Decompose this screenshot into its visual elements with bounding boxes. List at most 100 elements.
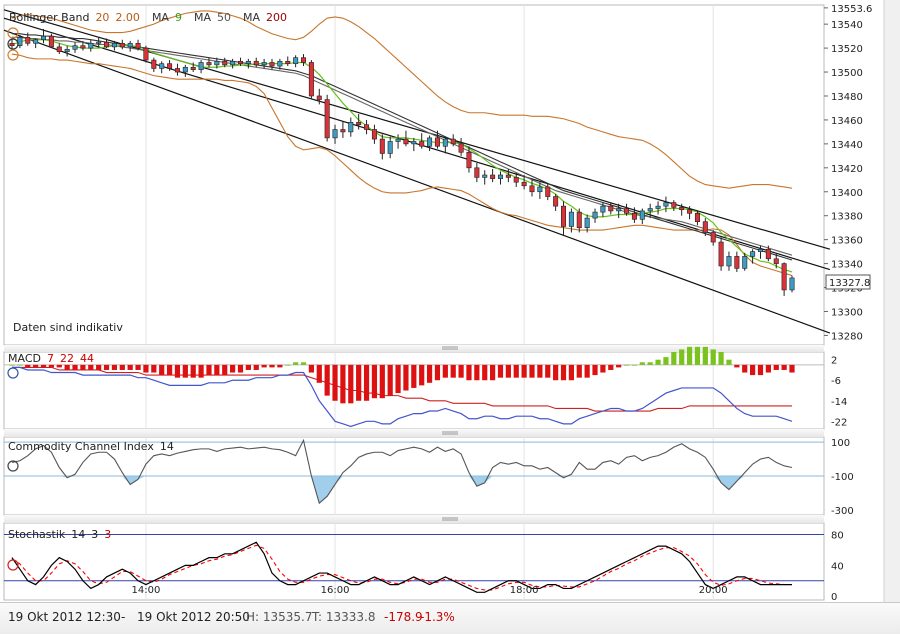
trend-line	[3, 17, 831, 271]
candle-body	[553, 196, 559, 207]
ma9-line	[11, 39, 793, 273]
x-tick-label: 18:00	[510, 585, 539, 596]
candle-body	[702, 221, 708, 233]
macd-histogram-bar	[17, 364, 23, 366]
macd-histogram-bar	[450, 364, 456, 378]
candle-body	[356, 122, 362, 126]
y-tick-label: 13440	[831, 140, 863, 151]
cci-settings-icon[interactable]	[7, 460, 19, 472]
candle-body	[332, 129, 338, 139]
macd-histogram-bar	[237, 364, 244, 373]
candle-body	[190, 66, 196, 70]
legend-item: 14	[160, 440, 174, 453]
separator-2[interactable]	[4, 429, 824, 437]
macd-histogram-bar	[419, 364, 425, 386]
macd-signal-line	[12, 366, 792, 412]
candle-body	[561, 205, 567, 227]
candle-body	[316, 95, 322, 100]
macd-histogram-bar	[757, 364, 764, 376]
candle-body	[671, 202, 677, 208]
candle-body	[608, 205, 614, 212]
macd-histogram-bar	[363, 364, 370, 401]
macd-histogram-bar	[616, 364, 622, 368]
y-tick-label: 13300	[831, 307, 863, 318]
candle-body	[119, 43, 125, 48]
candle-body	[505, 174, 511, 178]
macd-histogram-bar	[521, 364, 527, 378]
candle-body	[88, 43, 94, 49]
candle-body	[41, 35, 47, 41]
candle-body	[600, 205, 606, 213]
macd-histogram-bar	[285, 364, 291, 366]
macd-histogram-bar	[781, 364, 787, 370]
candle-body	[592, 211, 598, 219]
macd-histogram-bar	[324, 364, 330, 396]
candle-body	[261, 62, 267, 66]
y-tick-label: 13553.6	[831, 4, 872, 15]
macd-histogram-bar	[403, 364, 409, 391]
candle-body	[458, 143, 464, 153]
y-tick-label: 13460	[831, 116, 863, 127]
macd-histogram-bar	[702, 346, 708, 365]
macd-histogram-bar	[505, 364, 511, 378]
macd-histogram-bar	[143, 364, 149, 373]
change-percent: -1.3%	[420, 610, 455, 624]
candle-body	[789, 277, 795, 291]
vertical-scrollbar[interactable]	[883, 0, 900, 633]
y-tick-label: 13500	[831, 68, 863, 79]
candle-body	[765, 248, 771, 260]
macd-histogram-bar	[340, 364, 346, 404]
legend-item: 200	[266, 11, 287, 24]
y-tick-label: 2	[831, 356, 837, 367]
macd-histogram-bar	[135, 364, 141, 370]
legend-item: 50	[217, 11, 231, 24]
candle-body	[419, 141, 425, 147]
macd-histogram-bar	[166, 364, 173, 376]
macd-histogram-bar	[151, 364, 157, 373]
macd-histogram-bar	[48, 364, 54, 368]
macd-histogram-bar	[159, 364, 165, 376]
x-tick-label: 14:00	[132, 585, 161, 596]
macd-histogram-bar	[127, 364, 133, 370]
macd-settings-icon[interactable]	[7, 367, 19, 379]
bollinger-upper-line	[11, 10, 793, 189]
legend-item: 2.00	[115, 11, 140, 24]
macd-histogram-bar	[356, 364, 362, 401]
candle-body	[96, 41, 102, 44]
macd-histogram-bar	[80, 364, 86, 370]
macd-histogram-bar	[434, 364, 441, 381]
y-tick-label: 13280	[831, 331, 863, 342]
macd-histogram-bar	[88, 364, 94, 370]
macd-histogram-bar	[379, 364, 385, 399]
candle-body	[174, 68, 180, 73]
macd-histogram-bar	[293, 362, 299, 365]
y-tick-label: 13340	[831, 260, 863, 271]
macd-histogram-bar	[679, 349, 685, 365]
cci-line	[11, 438, 793, 505]
y-tick-label: -300	[831, 506, 854, 517]
macd-histogram-bar	[623, 364, 630, 366]
macd-histogram-bar	[513, 364, 519, 378]
separator-3[interactable]	[4, 515, 824, 523]
macd-histogram-bar	[64, 364, 70, 370]
separator-1[interactable]	[4, 345, 824, 352]
x-tick-label: 20:00	[699, 585, 728, 596]
candle-body	[742, 256, 748, 269]
price-settings-icon[interactable]	[7, 27, 19, 61]
macd-histogram-bar	[56, 364, 62, 368]
change-value: -178.9	[384, 610, 423, 624]
range-from: 19 Okt 2012 12:30	[8, 610, 121, 624]
y-tick-label: -14	[831, 397, 847, 408]
candle-body	[655, 205, 661, 209]
candle-body	[159, 63, 165, 69]
candle-body	[513, 177, 519, 183]
candle-body	[474, 167, 480, 178]
candle-body	[521, 181, 527, 187]
macd-histogram-bar	[190, 364, 196, 378]
candle-body	[364, 124, 370, 130]
stoch-settings-icon[interactable]	[7, 559, 19, 571]
candle-body	[277, 60, 283, 67]
y-tick-label: 13400	[831, 188, 863, 199]
candle-body	[167, 63, 173, 69]
